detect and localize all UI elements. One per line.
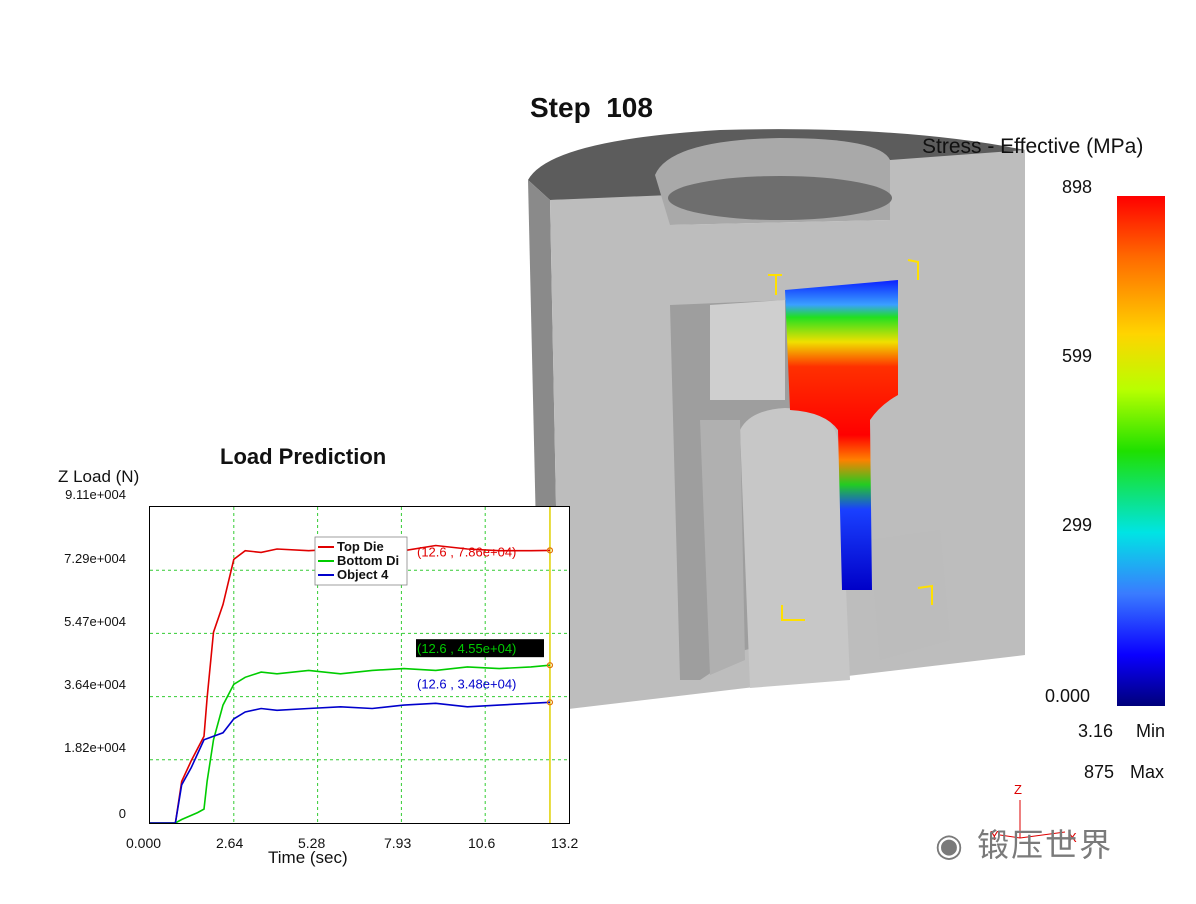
legend-tick-898: 898 bbox=[1062, 177, 1093, 197]
legend-title: Stress - Effective (MPa) bbox=[922, 135, 1144, 158]
cursor-readout: (12.6 , 4.55e+04) bbox=[417, 641, 516, 656]
axis-z-label: Z bbox=[1014, 782, 1022, 797]
x-tick-label: 2.64 bbox=[216, 835, 244, 851]
readout-background bbox=[416, 639, 544, 658]
series-line-top-die bbox=[150, 544, 551, 824]
cursor-readout: (12.6 , 3.48e+04) bbox=[417, 676, 516, 691]
plot-xlabel: Time (sec) bbox=[268, 848, 348, 867]
series-line-object-4 bbox=[150, 701, 551, 824]
watermark-text: 锻压世界 bbox=[977, 826, 1114, 864]
y-tick-label: 7.29e+004 bbox=[64, 551, 126, 566]
legend-tick-0: 0.000 bbox=[1045, 686, 1091, 706]
punch bbox=[740, 408, 850, 688]
die-cavity-wall bbox=[710, 300, 785, 400]
wechat-icon: ◉ bbox=[935, 826, 965, 864]
max-value: 875 bbox=[1084, 762, 1115, 782]
die-bore-shadow bbox=[668, 176, 892, 220]
axis-y-label: Y bbox=[990, 828, 999, 843]
axis-x-label: X bbox=[1068, 830, 1077, 845]
max-label: Max bbox=[1130, 762, 1165, 782]
cursor-readout: (12.6 , 7.86e+04) bbox=[417, 544, 516, 559]
y-tick-label: 1.82e+004 bbox=[64, 740, 126, 755]
series-endpoint-top-die bbox=[546, 547, 554, 554]
series-line-bottom-die bbox=[150, 664, 551, 824]
plot-ylabel: Z Load (N) bbox=[58, 467, 140, 486]
x-tick-label: 5.28 bbox=[298, 835, 326, 851]
stress-colorbar bbox=[1117, 196, 1165, 706]
axis-triad: Z Y X bbox=[990, 782, 1077, 845]
series-endpoint-bottom-die bbox=[546, 662, 554, 669]
legend-entry: Object 4 bbox=[337, 567, 389, 582]
model-viewport[interactable] bbox=[520, 120, 1040, 720]
y-tick-label: 9.11e+004 bbox=[65, 487, 126, 502]
legend-entry: Bottom Di bbox=[337, 553, 399, 568]
min-label: Min bbox=[1136, 721, 1166, 741]
y-tick-label: 0 bbox=[118, 806, 126, 821]
plot-title: Load Prediction bbox=[220, 444, 387, 469]
load-plot-svg[interactable]: (12.6 , 7.86e+04) (12.6 , 4.55e+04) (12.6 … bbox=[150, 507, 569, 824]
legend-tick-299: 299 bbox=[1062, 515, 1093, 535]
x-tick-label: 10.6 bbox=[468, 835, 496, 851]
step-title: Step 108 bbox=[530, 92, 653, 123]
punch-sleeve bbox=[700, 420, 745, 675]
x-tick-label: 13.2 bbox=[551, 835, 579, 851]
y-tick-label: 5.47e+004 bbox=[64, 614, 126, 629]
watermark-logo: ◉ 锻压世界 bbox=[935, 820, 1113, 866]
workpiece-stress-contour[interactable] bbox=[785, 280, 898, 590]
bounding-markers bbox=[768, 259, 933, 621]
series-endpoint-object-4 bbox=[546, 699, 554, 706]
y-tick-label: 3.64e+004 bbox=[64, 677, 126, 692]
legend-entry: Top Die bbox=[337, 539, 384, 554]
legend-tick-599: 599 bbox=[1062, 346, 1093, 366]
die-right-block bbox=[870, 530, 950, 660]
x-tick-label: 0.000 bbox=[126, 835, 162, 851]
min-value: 3.16 bbox=[1078, 721, 1114, 741]
x-tick-label: 7.93 bbox=[384, 835, 412, 851]
load-plot-area[interactable]: (12.6 , 7.86e+04) (12.6 , 4.55e+04) (12.6 … bbox=[149, 506, 570, 824]
